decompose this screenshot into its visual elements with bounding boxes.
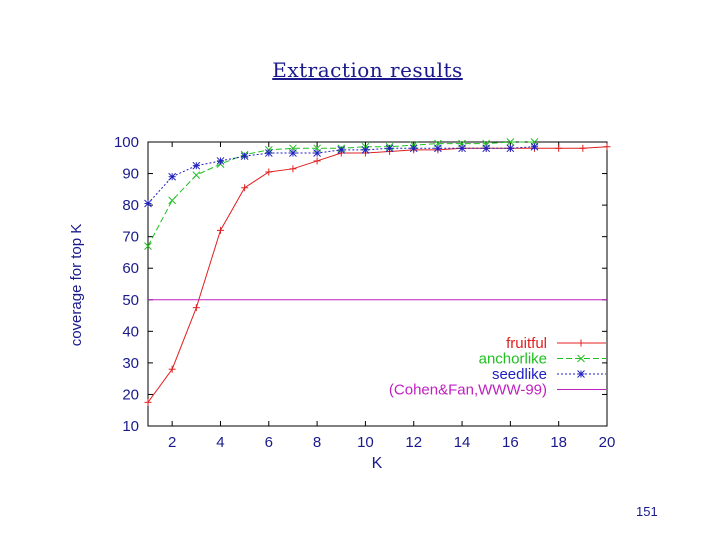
x-tick-label: 2 [168, 434, 176, 451]
chart-title: Extraction results [272, 58, 463, 82]
data-point [313, 149, 321, 157]
legend-label: (Cohen&Fan,WWW-99) [389, 382, 547, 399]
data-point [168, 196, 177, 205]
series-lines [144, 138, 611, 406]
data-point [385, 144, 394, 153]
x-tick-label: 18 [550, 434, 567, 451]
series-line-1 [147, 141, 535, 247]
x-tick-label: 8 [313, 434, 321, 451]
legend-label: fruitful [506, 335, 547, 352]
data-point [264, 149, 273, 157]
legend-label: anchorlike [479, 351, 547, 368]
legend-marker [577, 354, 585, 363]
y-tick-label: 70 [122, 229, 139, 246]
data-point [409, 144, 418, 153]
x-tick-label: 20 [599, 434, 616, 451]
legend: fruitfulanchorlikeseedlike(Cohen&Fan,WWW… [389, 335, 606, 399]
x-tick-label: 6 [265, 434, 273, 451]
data-point [216, 157, 225, 165]
data-point [482, 144, 491, 153]
y-tick-label: 10 [122, 418, 139, 435]
data-point [168, 172, 177, 181]
data-point [144, 242, 152, 250]
y-tick-label: 20 [122, 386, 139, 403]
data-point [434, 144, 442, 153]
axis-ticks: 10 20 30 40 50 60 70 80 90 100 2 4 6 8 10 12 14 16 18 20 [114, 134, 615, 451]
data-point [192, 171, 201, 179]
y-tick-label: 90 [122, 166, 139, 183]
legend-label: seedlike [492, 366, 547, 383]
y-tick-label: 50 [122, 292, 139, 309]
y-tick-label: 40 [122, 323, 139, 340]
y-tick-label: 100 [114, 134, 139, 151]
data-point [530, 142, 539, 151]
y-tick-label: 30 [122, 355, 139, 372]
x-tick-label: 14 [454, 434, 471, 451]
data-point [506, 144, 515, 153]
y-tick-label: 80 [122, 197, 139, 214]
data-point [144, 199, 152, 208]
data-point [458, 144, 466, 153]
x-tick-label: 12 [405, 434, 422, 451]
x-tick-label: 16 [502, 434, 519, 451]
x-axis-label: K [372, 455, 383, 472]
y-axis-label: coverage for top K [68, 224, 85, 347]
data-point [337, 146, 346, 154]
legend-marker [577, 370, 585, 378]
data-point [361, 146, 370, 154]
slide-number: 151 [636, 504, 658, 519]
series-line-0 [147, 146, 608, 403]
x-tick-label: 4 [216, 434, 224, 451]
x-tick-label: 10 [357, 434, 374, 451]
data-point [506, 138, 515, 146]
plot-frame [147, 141, 608, 427]
y-tick-label: 60 [122, 260, 139, 277]
data-point [289, 149, 297, 157]
data-point [192, 161, 201, 170]
data-point [240, 152, 249, 161]
